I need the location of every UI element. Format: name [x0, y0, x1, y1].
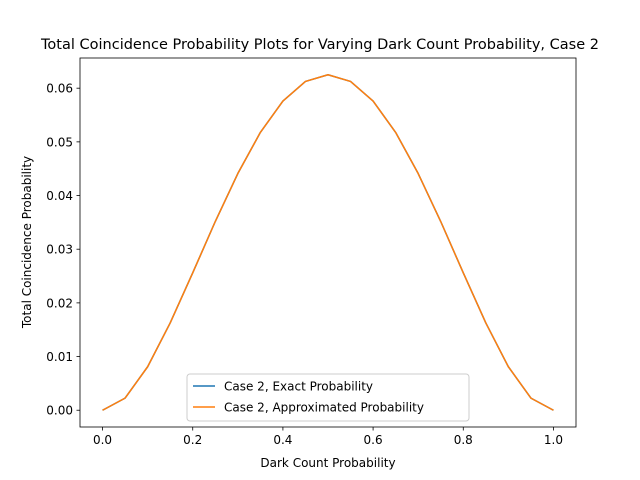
x-tick-label: 0.6	[364, 433, 383, 447]
legend: Case 2, Exact Probability Case 2, Approx…	[186, 373, 470, 422]
x-axis-label: Dark Count Probability	[260, 456, 395, 470]
legend-label-exact: Case 2, Exact Probability	[224, 380, 373, 394]
y-tick-label: 0.05	[46, 135, 73, 149]
y-tick-label: 0.02	[46, 296, 73, 310]
legend-label-approximated: Case 2, Approximated Probability	[224, 401, 424, 415]
chart-title: Total Coincidence Probability Plots for …	[40, 37, 599, 53]
x-tick-label: 0.2	[183, 433, 202, 447]
y-axis-label: Total Coincidence Probability	[20, 156, 34, 329]
y-tick-label: 0.03	[46, 243, 73, 257]
y-tick-label: 0.01	[46, 350, 73, 364]
axes-frame	[79, 57, 577, 428]
x-tick-label: 0.4	[273, 433, 292, 447]
x-tick-label: 0.8	[454, 433, 473, 447]
x-tick-label: 0.0	[93, 433, 112, 447]
plot-area: 0.0 0.2 0.4 0.6 0.8 1.0 0.00 0.01 0.02 0.03 0.04 0.…	[46, 57, 577, 447]
y-tick-label: 0.06	[46, 82, 73, 96]
x-tick-label: 1.0	[544, 433, 563, 447]
y-tick-label: 0.00	[46, 404, 73, 418]
legend-frame	[186, 373, 470, 422]
y-tick-label: 0.04	[46, 189, 73, 203]
series-line-1	[102, 74, 554, 411]
